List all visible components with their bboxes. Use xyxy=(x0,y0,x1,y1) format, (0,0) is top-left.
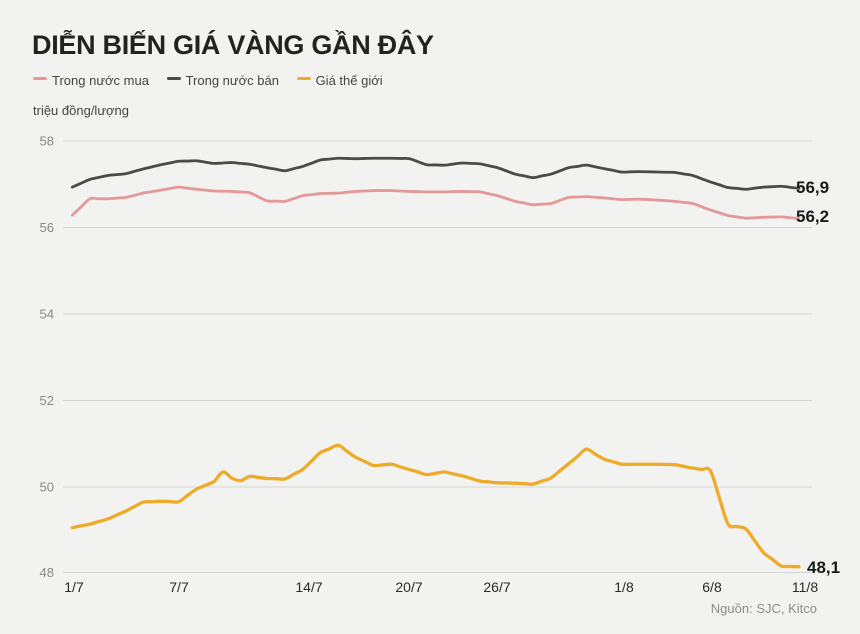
svg-text:56,2: 56,2 xyxy=(796,207,829,226)
svg-text:50: 50 xyxy=(40,480,54,495)
svg-text:14/7: 14/7 xyxy=(295,579,322,595)
svg-text:52: 52 xyxy=(40,393,54,408)
svg-text:6/8: 6/8 xyxy=(702,579,722,595)
svg-text:7/7: 7/7 xyxy=(169,579,189,595)
svg-text:56,9: 56,9 xyxy=(796,178,829,197)
svg-text:58: 58 xyxy=(40,134,54,149)
svg-text:1/8: 1/8 xyxy=(614,579,634,595)
svg-text:54: 54 xyxy=(40,307,54,322)
svg-text:1/7: 1/7 xyxy=(64,579,84,595)
svg-text:56: 56 xyxy=(40,220,54,235)
svg-text:48: 48 xyxy=(40,565,54,580)
svg-text:11/8: 11/8 xyxy=(792,579,818,595)
svg-text:26/7: 26/7 xyxy=(483,579,510,595)
svg-text:48,1: 48,1 xyxy=(807,558,840,577)
svg-text:20/7: 20/7 xyxy=(395,579,422,595)
